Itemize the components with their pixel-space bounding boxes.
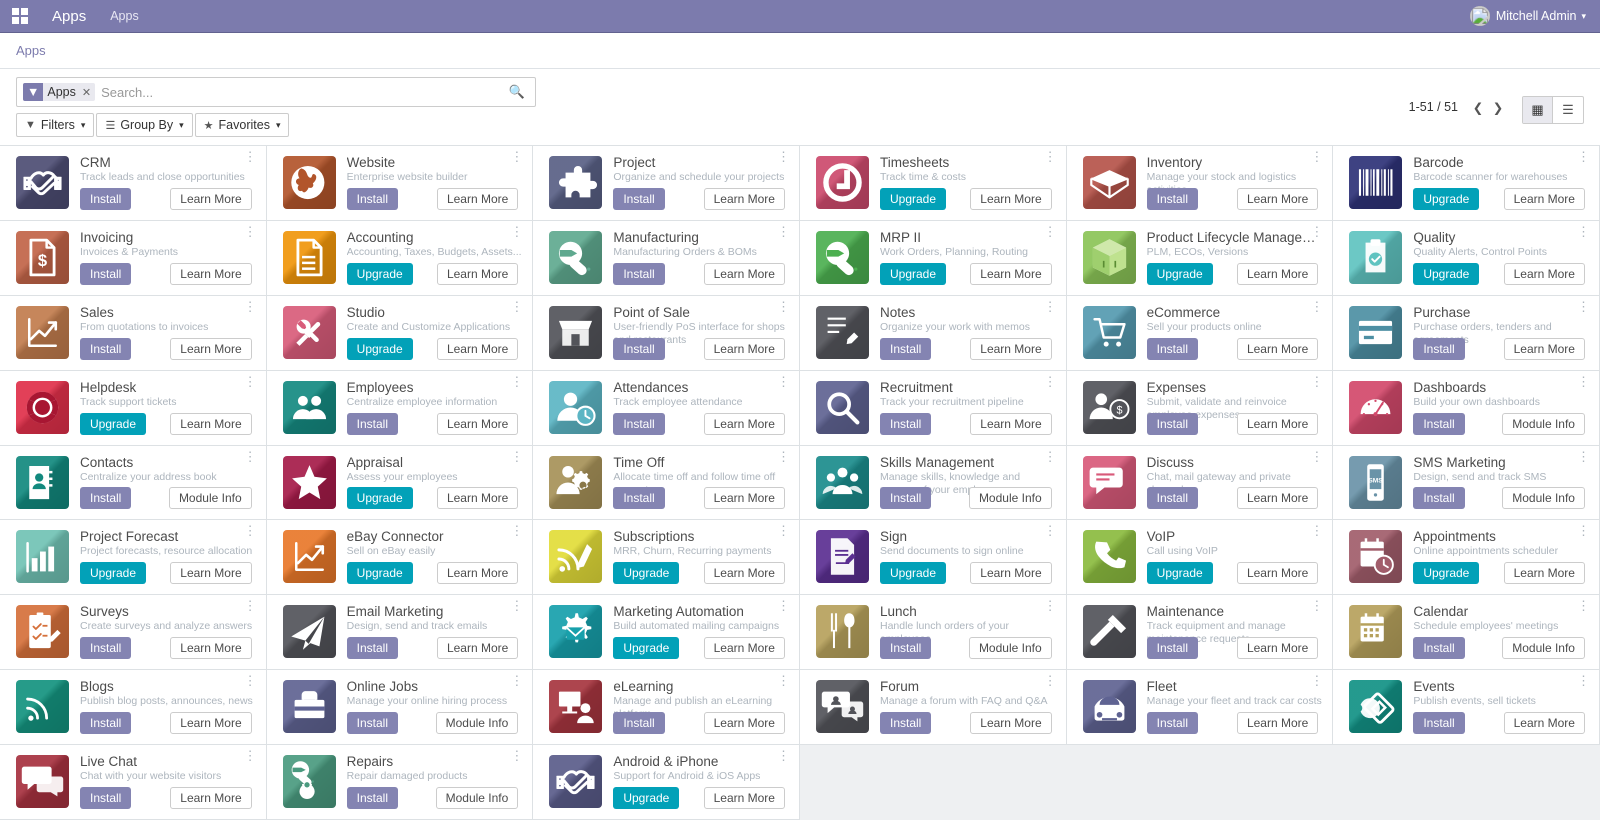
svg-text:SMS: SMS: [1369, 477, 1384, 484]
svg-text:$: $: [38, 251, 47, 270]
svg-text:$: $: [1116, 404, 1122, 416]
